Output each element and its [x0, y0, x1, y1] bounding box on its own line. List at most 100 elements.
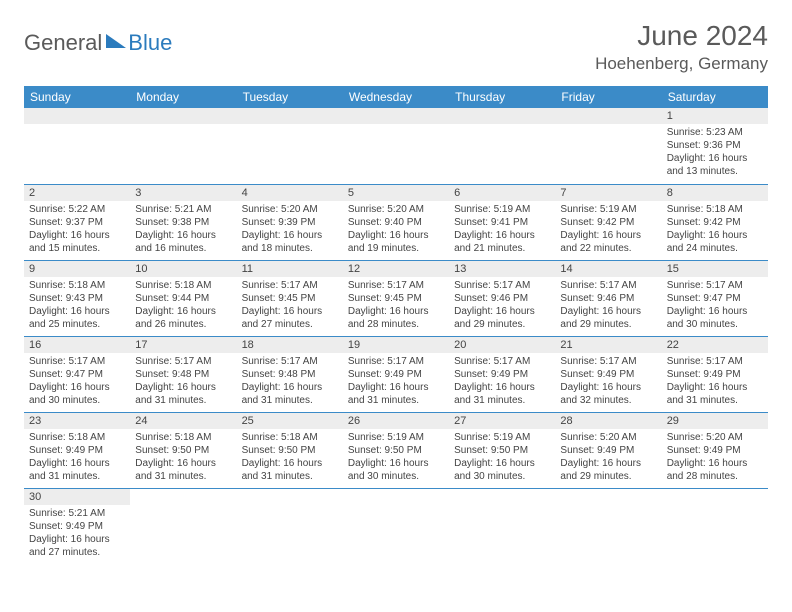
sunset-line: Sunset: 9:40 PM — [348, 216, 444, 229]
day-details: Sunrise: 5:18 AMSunset: 9:43 PMDaylight:… — [24, 277, 130, 335]
sunrise-line: Sunrise: 5:18 AM — [242, 431, 338, 444]
sunrise-line: Sunrise: 5:17 AM — [348, 279, 444, 292]
calendar-row: 23Sunrise: 5:18 AMSunset: 9:49 PMDayligh… — [24, 412, 768, 488]
dayhead-mon: Monday — [130, 86, 236, 108]
blank-daynum — [343, 108, 449, 124]
sunset-line: Sunset: 9:49 PM — [667, 444, 763, 457]
day-cell: 25Sunrise: 5:18 AMSunset: 9:50 PMDayligh… — [237, 412, 343, 488]
sunrise-line: Sunrise: 5:17 AM — [667, 355, 763, 368]
day-details: Sunrise: 5:17 AMSunset: 9:49 PMDaylight:… — [343, 353, 449, 411]
daylight-line: Daylight: 16 hours and 24 minutes. — [667, 229, 763, 255]
day-details: Sunrise: 5:18 AMSunset: 9:50 PMDaylight:… — [237, 429, 343, 487]
day-cell: 13Sunrise: 5:17 AMSunset: 9:46 PMDayligh… — [449, 260, 555, 336]
day-details: Sunrise: 5:17 AMSunset: 9:48 PMDaylight:… — [237, 353, 343, 411]
day-cell: 4Sunrise: 5:20 AMSunset: 9:39 PMDaylight… — [237, 184, 343, 260]
sunset-line: Sunset: 9:45 PM — [348, 292, 444, 305]
day-number: 9 — [24, 261, 130, 277]
sunset-line: Sunset: 9:44 PM — [135, 292, 231, 305]
sunrise-line: Sunrise: 5:23 AM — [667, 126, 763, 139]
daylight-line: Daylight: 16 hours and 30 minutes. — [348, 457, 444, 483]
sunrise-line: Sunrise: 5:21 AM — [135, 203, 231, 216]
sunrise-line: Sunrise: 5:17 AM — [560, 355, 656, 368]
day-cell: 17Sunrise: 5:17 AMSunset: 9:48 PMDayligh… — [130, 336, 236, 412]
sunrise-line: Sunrise: 5:19 AM — [348, 431, 444, 444]
day-number: 5 — [343, 185, 449, 201]
dayhead-wed: Wednesday — [343, 86, 449, 108]
day-cell: 27Sunrise: 5:19 AMSunset: 9:50 PMDayligh… — [449, 412, 555, 488]
calendar-page: General Blue June 2024 Hoehenberg, Germa… — [0, 0, 792, 584]
logo-triangle-icon — [106, 34, 126, 48]
day-details: Sunrise: 5:18 AMSunset: 9:44 PMDaylight:… — [130, 277, 236, 335]
calendar-body: 1Sunrise: 5:23 AMSunset: 9:36 PMDaylight… — [24, 108, 768, 564]
daylight-line: Daylight: 16 hours and 31 minutes. — [242, 381, 338, 407]
blank-cell — [343, 108, 449, 184]
day-number: 13 — [449, 261, 555, 277]
blank-cell — [555, 108, 661, 184]
day-details: Sunrise: 5:18 AMSunset: 9:49 PMDaylight:… — [24, 429, 130, 487]
day-details: Sunrise: 5:17 AMSunset: 9:49 PMDaylight:… — [449, 353, 555, 411]
day-cell: 14Sunrise: 5:17 AMSunset: 9:46 PMDayligh… — [555, 260, 661, 336]
month-title: June 2024 — [595, 20, 768, 52]
day-number: 28 — [555, 413, 661, 429]
sunset-line: Sunset: 9:50 PM — [135, 444, 231, 457]
sunrise-line: Sunrise: 5:22 AM — [29, 203, 125, 216]
blank-cell — [449, 488, 555, 564]
day-number: 14 — [555, 261, 661, 277]
sunset-line: Sunset: 9:39 PM — [242, 216, 338, 229]
day-details: Sunrise: 5:20 AMSunset: 9:39 PMDaylight:… — [237, 201, 343, 259]
day-cell: 7Sunrise: 5:19 AMSunset: 9:42 PMDaylight… — [555, 184, 661, 260]
dayhead-fri: Friday — [555, 86, 661, 108]
daylight-line: Daylight: 16 hours and 30 minutes. — [29, 381, 125, 407]
day-number: 6 — [449, 185, 555, 201]
sunrise-line: Sunrise: 5:19 AM — [560, 203, 656, 216]
day-cell: 20Sunrise: 5:17 AMSunset: 9:49 PMDayligh… — [449, 336, 555, 412]
day-number: 25 — [237, 413, 343, 429]
blank-cell — [449, 108, 555, 184]
sunset-line: Sunset: 9:49 PM — [454, 368, 550, 381]
calendar-table: Sunday Monday Tuesday Wednesday Thursday… — [24, 86, 768, 564]
sunset-line: Sunset: 9:48 PM — [135, 368, 231, 381]
daylight-line: Daylight: 16 hours and 22 minutes. — [560, 229, 656, 255]
sunrise-line: Sunrise: 5:19 AM — [454, 203, 550, 216]
sunset-line: Sunset: 9:49 PM — [560, 444, 656, 457]
day-cell: 16Sunrise: 5:17 AMSunset: 9:47 PMDayligh… — [24, 336, 130, 412]
sunset-line: Sunset: 9:42 PM — [560, 216, 656, 229]
sunrise-line: Sunrise: 5:21 AM — [29, 507, 125, 520]
sunrise-line: Sunrise: 5:17 AM — [454, 279, 550, 292]
day-cell: 23Sunrise: 5:18 AMSunset: 9:49 PMDayligh… — [24, 412, 130, 488]
blank-cell — [237, 108, 343, 184]
calendar-row: 2Sunrise: 5:22 AMSunset: 9:37 PMDaylight… — [24, 184, 768, 260]
sunrise-line: Sunrise: 5:18 AM — [135, 431, 231, 444]
day-cell: 22Sunrise: 5:17 AMSunset: 9:49 PMDayligh… — [662, 336, 768, 412]
sunset-line: Sunset: 9:50 PM — [348, 444, 444, 457]
location-label: Hoehenberg, Germany — [595, 54, 768, 74]
sunset-line: Sunset: 9:47 PM — [29, 368, 125, 381]
daylight-line: Daylight: 16 hours and 29 minutes. — [560, 305, 656, 331]
day-number: 30 — [24, 489, 130, 505]
day-number: 3 — [130, 185, 236, 201]
day-cell: 11Sunrise: 5:17 AMSunset: 9:45 PMDayligh… — [237, 260, 343, 336]
daylight-line: Daylight: 16 hours and 30 minutes. — [454, 457, 550, 483]
blank-cell — [24, 108, 130, 184]
daylight-line: Daylight: 16 hours and 30 minutes. — [667, 305, 763, 331]
title-block: June 2024 Hoehenberg, Germany — [595, 20, 768, 74]
calendar-row: 1Sunrise: 5:23 AMSunset: 9:36 PMDaylight… — [24, 108, 768, 184]
daylight-line: Daylight: 16 hours and 31 minutes. — [135, 457, 231, 483]
sunrise-line: Sunrise: 5:17 AM — [667, 279, 763, 292]
blank-cell — [130, 488, 236, 564]
day-details: Sunrise: 5:18 AMSunset: 9:50 PMDaylight:… — [130, 429, 236, 487]
day-number: 10 — [130, 261, 236, 277]
day-details: Sunrise: 5:21 AMSunset: 9:49 PMDaylight:… — [24, 505, 130, 563]
blank-cell — [343, 488, 449, 564]
logo-text-blue: Blue — [128, 30, 172, 56]
day-cell: 29Sunrise: 5:20 AMSunset: 9:49 PMDayligh… — [662, 412, 768, 488]
daylight-line: Daylight: 16 hours and 19 minutes. — [348, 229, 444, 255]
daylight-line: Daylight: 16 hours and 31 minutes. — [348, 381, 444, 407]
dayhead-tue: Tuesday — [237, 86, 343, 108]
sunset-line: Sunset: 9:47 PM — [667, 292, 763, 305]
blank-cell — [237, 488, 343, 564]
daylight-line: Daylight: 16 hours and 27 minutes. — [29, 533, 125, 559]
day-cell: 12Sunrise: 5:17 AMSunset: 9:45 PMDayligh… — [343, 260, 449, 336]
blank-cell — [555, 488, 661, 564]
day-details: Sunrise: 5:17 AMSunset: 9:49 PMDaylight:… — [662, 353, 768, 411]
